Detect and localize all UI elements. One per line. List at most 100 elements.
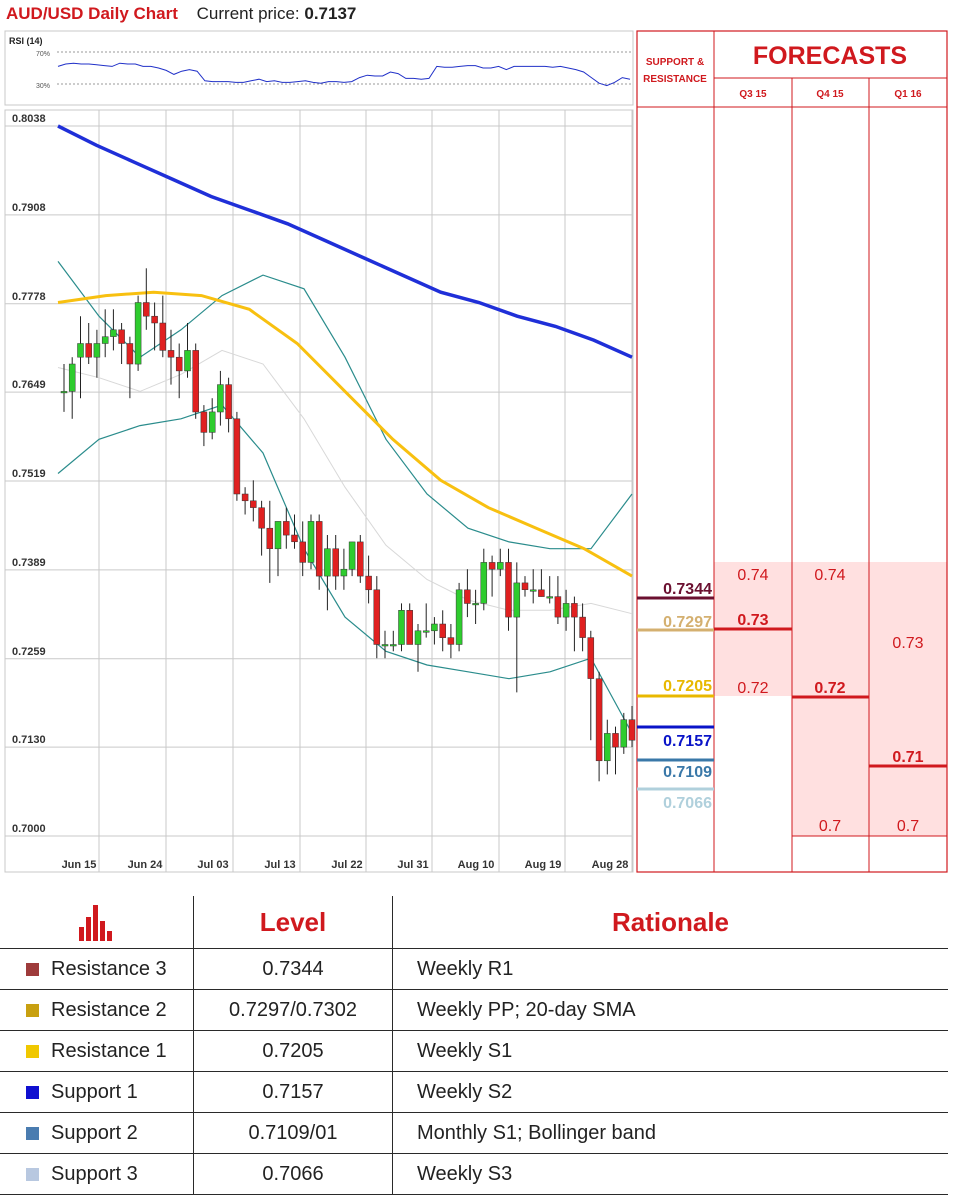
chart-title: AUD/USD Daily Chart bbox=[6, 4, 178, 23]
candle bbox=[595, 671, 603, 782]
q3-high: 0.74 bbox=[737, 567, 768, 584]
bar-chart-icon bbox=[78, 905, 112, 941]
current-price-value: 0.7137 bbox=[304, 4, 357, 23]
candle bbox=[381, 630, 389, 659]
y-tick-label: 0.7778 bbox=[12, 291, 46, 303]
bollinger-lower bbox=[57, 404, 633, 734]
q1-high: 0.73 bbox=[892, 635, 923, 652]
candle bbox=[101, 309, 109, 358]
level-r3: 0.7344 bbox=[663, 581, 712, 598]
q3-low: 0.72 bbox=[737, 680, 768, 697]
candle bbox=[225, 377, 232, 433]
candle bbox=[455, 582, 463, 652]
level-s3: 0.7066 bbox=[663, 795, 712, 812]
row-swatch bbox=[26, 1044, 39, 1058]
candle-body bbox=[579, 616, 586, 638]
candle-body bbox=[315, 521, 323, 577]
candle-body bbox=[241, 493, 249, 502]
candle bbox=[422, 603, 430, 638]
rsi-frame bbox=[4, 30, 634, 106]
candle-body bbox=[274, 521, 282, 550]
candle bbox=[299, 521, 306, 577]
level-r1: 0.7205 bbox=[663, 678, 712, 695]
row-level: 0.7109/01 bbox=[193, 1112, 393, 1154]
sma50-line bbox=[57, 290, 633, 578]
candle-body bbox=[357, 541, 364, 577]
candle-body bbox=[283, 521, 290, 536]
candle-body bbox=[529, 589, 537, 592]
candle bbox=[357, 535, 364, 583]
y-tick-label: 0.7259 bbox=[12, 646, 46, 658]
row-rationale: Weekly R1 bbox=[392, 948, 948, 990]
candle-body bbox=[431, 623, 438, 632]
candle-body bbox=[488, 562, 496, 570]
chart-header: AUD/USD Daily Chart Current price: 0.713… bbox=[6, 4, 356, 28]
sr-label-2: RESISTANCE bbox=[643, 74, 707, 85]
candle bbox=[620, 712, 628, 754]
candle bbox=[250, 480, 257, 522]
row-rationale: Weekly PP; 20-day SMA bbox=[392, 989, 948, 1031]
row-level: 0.7297/0.7302 bbox=[193, 989, 393, 1031]
price-panel: 0.8038 0.7908 0.7778 0.7649 0.7519 0.7389 0.72… bbox=[4, 109, 636, 873]
candle bbox=[587, 630, 595, 741]
y-tick-label: 0.7130 bbox=[12, 734, 46, 746]
candle bbox=[373, 576, 381, 659]
candle bbox=[340, 548, 348, 590]
row-name: Support 1 bbox=[51, 1080, 138, 1103]
candle-body bbox=[546, 596, 553, 599]
q3-mid: 0.73 bbox=[737, 612, 768, 629]
candle-body bbox=[258, 507, 265, 529]
candle-body bbox=[159, 322, 167, 351]
candle bbox=[513, 562, 521, 693]
candle bbox=[77, 316, 84, 399]
quarter-q3: Q3 15 bbox=[739, 89, 767, 100]
row-rationale: Monthly S1; Bollinger band bbox=[392, 1112, 948, 1154]
candle bbox=[612, 726, 619, 775]
x-tick-label: Jun 15 bbox=[62, 859, 97, 871]
candle-body bbox=[266, 527, 274, 549]
quarter-q4: Q4 15 bbox=[816, 89, 844, 100]
table-row: Support 1 0.7157 Weekly S2 bbox=[0, 1071, 948, 1113]
candle-body bbox=[60, 391, 68, 394]
table-row: Support 3 0.7066 Weekly S3 bbox=[0, 1153, 948, 1195]
x-tick-label: Aug 10 bbox=[458, 859, 495, 871]
bollinger-upper bbox=[57, 261, 633, 550]
candle-body bbox=[85, 343, 92, 358]
candle-body bbox=[513, 582, 521, 618]
candle bbox=[365, 555, 372, 604]
candle bbox=[217, 370, 224, 426]
y-tick-label: 0.7908 bbox=[12, 202, 46, 214]
candle-body bbox=[587, 637, 595, 679]
candle bbox=[447, 624, 455, 659]
rsi-title: RSI (14) bbox=[9, 36, 43, 46]
candle-body bbox=[414, 630, 422, 645]
candle bbox=[505, 548, 512, 631]
forecast-shade-q1 bbox=[869, 630, 947, 836]
candle-body bbox=[225, 384, 232, 420]
row-level: 0.7157 bbox=[193, 1071, 393, 1113]
candle-body bbox=[101, 336, 109, 344]
candle bbox=[233, 411, 241, 501]
candle bbox=[472, 589, 479, 624]
row-swatch bbox=[26, 1126, 39, 1140]
candle bbox=[307, 514, 315, 570]
candle bbox=[151, 302, 158, 351]
candle-body bbox=[620, 719, 628, 748]
candle-body bbox=[398, 610, 405, 645]
rsi-tick-30: 30% bbox=[36, 83, 50, 90]
y-tick-label: 0.8038 bbox=[12, 113, 46, 125]
row-level: 0.7344 bbox=[193, 948, 393, 990]
candle bbox=[538, 569, 545, 597]
candle-body bbox=[571, 603, 578, 618]
candle-body bbox=[604, 733, 611, 762]
candle bbox=[348, 541, 356, 577]
row-swatch bbox=[26, 1167, 39, 1181]
y-tick-label: 0.7649 bbox=[12, 379, 46, 391]
price-chart: RSI (14) 70% 30% 0.8038 0.7908 0.7778 0.764… bbox=[4, 30, 948, 873]
levels-table-header: Level Rationale bbox=[0, 896, 948, 949]
row-swatch bbox=[26, 962, 39, 976]
candle bbox=[562, 589, 570, 631]
candle-body bbox=[455, 589, 463, 645]
candle bbox=[93, 329, 101, 378]
candle bbox=[68, 357, 76, 419]
